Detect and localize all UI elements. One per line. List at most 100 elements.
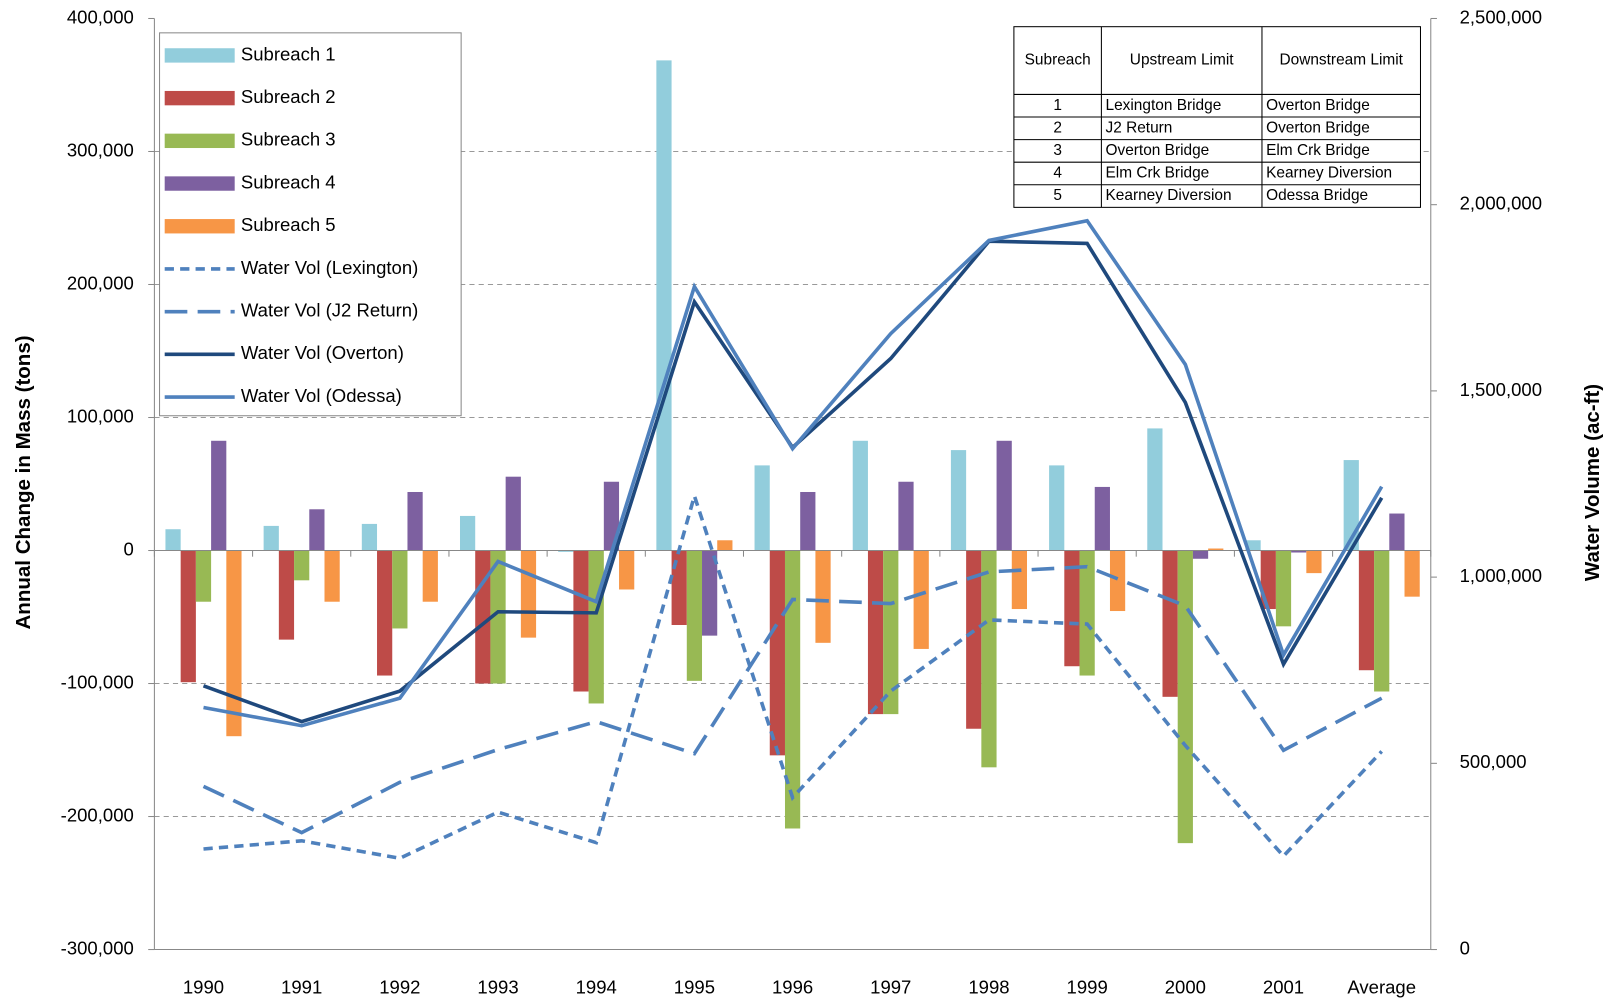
x-tick-label: 2000 <box>1165 976 1206 997</box>
bar <box>671 550 687 625</box>
bar <box>603 481 620 551</box>
bar <box>883 550 899 715</box>
table-cell: 4 <box>1053 165 1062 182</box>
bar <box>656 60 672 551</box>
bar <box>619 550 635 590</box>
line-series <box>203 218 1384 728</box>
bar <box>1404 550 1420 597</box>
bar <box>1389 513 1405 551</box>
table-cell: Kearney Diversion <box>1266 165 1392 182</box>
bar <box>226 550 242 737</box>
x-tick-label: 1991 <box>281 976 322 997</box>
x-tick-label: 1998 <box>968 976 1009 997</box>
bar <box>278 550 295 640</box>
line-series <box>203 489 1384 861</box>
y2-tick-label: 500,000 <box>1460 751 1527 772</box>
y-tick-label: 100,000 <box>67 405 134 426</box>
line-series <box>202 564 1383 835</box>
y2-tick-label: 2,000,000 <box>1460 193 1542 214</box>
bar <box>717 540 733 551</box>
table-cell: 3 <box>1053 142 1062 159</box>
legend-label: Subreach 3 <box>241 129 336 150</box>
bar <box>1162 550 1178 697</box>
bar <box>1291 550 1307 553</box>
bar <box>195 550 212 602</box>
x-tick-label: 1995 <box>674 976 715 997</box>
bar <box>996 440 1012 551</box>
bar <box>950 450 967 551</box>
bar <box>1208 548 1224 551</box>
table-cell: Overton Bridge <box>1266 97 1370 114</box>
bar <box>1049 465 1065 551</box>
bar <box>966 550 982 729</box>
bar <box>1358 550 1375 671</box>
table-cell: Kearney Diversion <box>1106 187 1232 204</box>
bar <box>294 550 310 581</box>
x-tick-label: 1999 <box>1067 976 1108 997</box>
bar <box>1192 550 1209 559</box>
legend-label: Water Vol (Odessa) <box>241 385 402 406</box>
bar <box>913 550 929 649</box>
bar <box>769 550 785 756</box>
y-tick-label: 200,000 <box>67 272 134 293</box>
bar <box>1177 550 1193 844</box>
x-tick-label: 1993 <box>477 976 518 997</box>
table-cell: 1 <box>1053 97 1062 114</box>
y-tick-label: 0 <box>124 538 134 559</box>
bar <box>165 529 181 551</box>
info-table: Subreach Upstream Limit Downstream Limit 1 L… <box>1013 26 1421 208</box>
bar <box>520 550 537 638</box>
y-tick-label: -200,000 <box>61 804 134 825</box>
table-header: Upstream Limit <box>1130 52 1234 69</box>
legend-swatch <box>164 219 235 234</box>
bar <box>475 550 491 684</box>
bar <box>1094 486 1110 551</box>
bar <box>784 550 801 829</box>
bar <box>180 550 196 683</box>
y-tick-label: 400,000 <box>67 6 134 27</box>
bar <box>1147 428 1163 551</box>
table-cell: Lexington Bridge <box>1106 97 1222 114</box>
y-tick-label: -300,000 <box>61 937 134 958</box>
bar <box>1275 550 1292 627</box>
bar <box>981 550 997 768</box>
bar <box>505 476 521 551</box>
y-tick-label: -100,000 <box>61 671 134 692</box>
x-tick-label: 1996 <box>772 976 813 997</box>
bar <box>800 491 816 551</box>
bar <box>815 550 831 643</box>
table-cell: J2 Return <box>1106 119 1173 136</box>
bar <box>422 550 438 602</box>
legend-swatch <box>164 90 235 106</box>
bar <box>407 491 423 551</box>
legend-swatch <box>164 176 235 191</box>
x-tick-label: 1994 <box>576 976 617 997</box>
y2-tick-label: 1,500,000 <box>1460 379 1542 400</box>
x-tick-label: 1997 <box>870 976 911 997</box>
bar <box>309 509 325 551</box>
bar <box>588 550 604 704</box>
legend-swatch <box>164 48 235 63</box>
bar <box>754 465 770 551</box>
y2-axis-title: Water Volume (ac-ft) <box>1581 384 1604 581</box>
bar <box>1109 550 1126 612</box>
y-axis-title: Annual Change in Mass (tons) <box>12 335 35 629</box>
table-cell: Elm Crk Bridge <box>1266 142 1370 159</box>
table-cell: Odessa Bridge <box>1266 187 1368 204</box>
bar <box>558 550 574 552</box>
bar <box>1245 540 1261 551</box>
bar <box>1343 460 1359 551</box>
table-cell: 5 <box>1053 187 1062 204</box>
bar <box>263 525 279 551</box>
x-tick-label: 1992 <box>379 976 420 997</box>
table-cell: Overton Bridge <box>1266 119 1370 136</box>
bar <box>377 550 393 676</box>
y2-tick-label: 2,500,000 <box>1460 6 1542 27</box>
bar <box>1374 550 1390 692</box>
legend-label: Water Vol (Lexington) <box>241 257 418 278</box>
table-cell: Elm Crk Bridge <box>1106 165 1210 182</box>
table-header: Downstream Limit <box>1280 52 1404 69</box>
bar <box>490 550 506 684</box>
bar <box>573 550 589 692</box>
